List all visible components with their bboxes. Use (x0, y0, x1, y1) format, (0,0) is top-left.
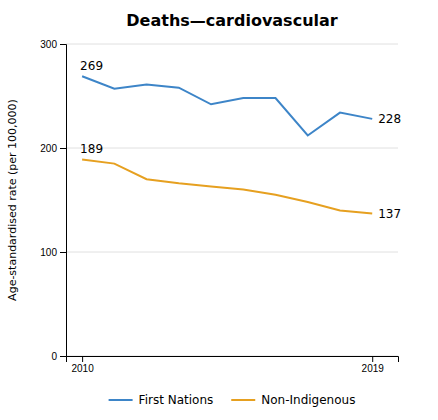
x-tick-label: 2019 (362, 363, 385, 374)
y-tick: 0 (51, 351, 66, 362)
annotations: 269 228 189 137 (80, 59, 401, 220)
x-tick-mark (82, 356, 83, 362)
legend-item: Non-Indigenous (231, 393, 355, 407)
annotation: 137 (378, 207, 401, 221)
legend-label: First Nations (139, 393, 214, 407)
y-tick-label: 100 (40, 247, 57, 258)
series-line (82, 159, 372, 213)
x-tick: 2019 (362, 356, 385, 374)
y-tick-label: 0 (51, 351, 57, 362)
legend-swatch (109, 399, 133, 401)
grid (66, 44, 398, 356)
x-tick: 2010 (71, 356, 94, 374)
y-tick-label: 300 (40, 39, 57, 50)
legend: First Nations Non-Indigenous (109, 393, 356, 407)
x-axis-line (67, 357, 399, 363)
y-tick-mark (60, 356, 66, 357)
y-axis-title: Age-standardised rate (per 100,000) (6, 99, 19, 301)
y-tick: 300 (40, 39, 66, 50)
legend-swatch (231, 399, 255, 401)
series-line (82, 76, 372, 135)
y-tick: 100 (40, 247, 66, 258)
marks (82, 76, 372, 213)
title: Deaths—cardiovascular (126, 11, 338, 30)
plot: 2010 2019 0 100 200 300 269 228 189 137 (40, 39, 401, 374)
y-axis-line (60, 45, 67, 357)
y-tick-mark (60, 148, 66, 149)
x-tick-label: 2010 (71, 363, 94, 374)
x-axis: 2010 2019 (67, 356, 399, 374)
grid-line (66, 44, 398, 45)
annotation: 269 (80, 59, 103, 73)
chart: 2010 2019 0 100 200 300 269 228 189 137 Deaths—car… (0, 0, 438, 420)
x-tick-mark (372, 356, 373, 362)
grid-line (66, 148, 398, 149)
grid-line (66, 252, 398, 253)
y-axis: 0 100 200 300 (40, 39, 66, 362)
y-tick-mark (60, 252, 66, 253)
legend-label: Non-Indigenous (261, 393, 355, 407)
y-tick-label: 200 (40, 143, 57, 154)
y-tick-mark (60, 44, 66, 45)
legend-item: First Nations (109, 393, 214, 407)
y-tick: 200 (40, 143, 66, 154)
annotation: 189 (80, 142, 103, 156)
annotation: 228 (378, 112, 401, 126)
